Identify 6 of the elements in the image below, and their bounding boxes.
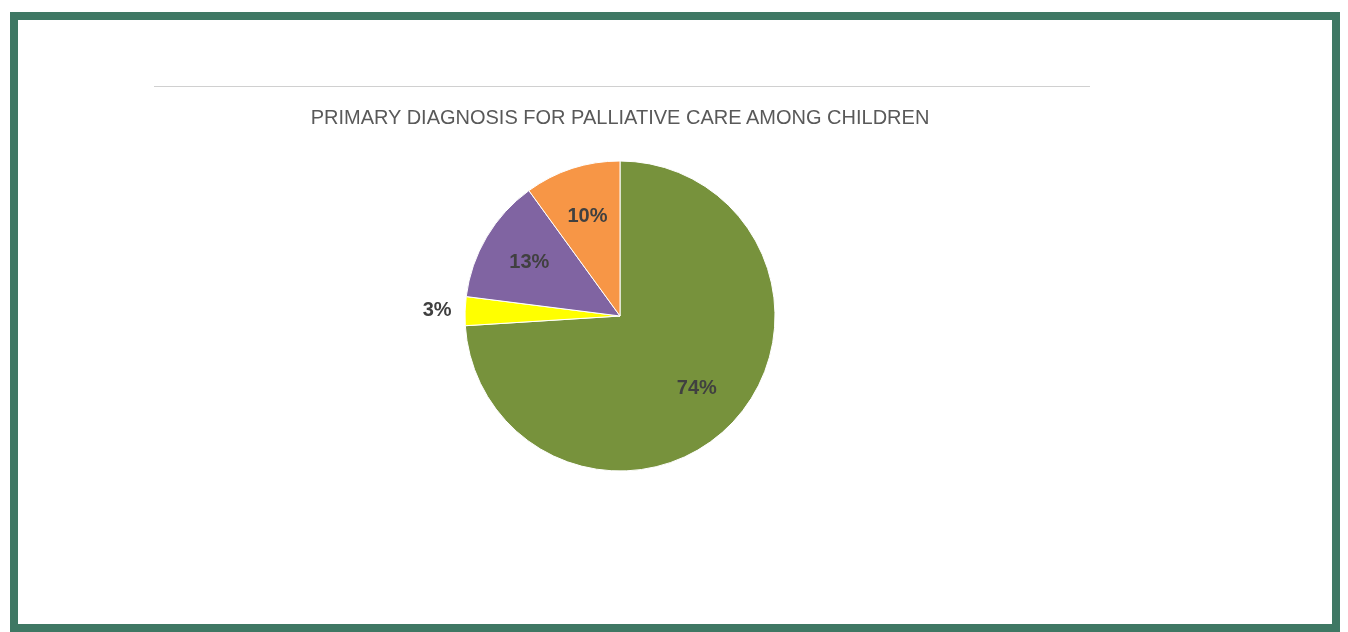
data-label: 10% [567, 203, 608, 226]
pie-slice [464, 160, 776, 472]
data-label: 3% [422, 298, 452, 321]
data-label: 74% [676, 376, 718, 399]
data-label: 13% [509, 250, 550, 273]
chart-title: PRIMARY DIAGNOSIS FOR PALLIATIVE CARE AMONG CHILDREN [310, 106, 930, 128]
